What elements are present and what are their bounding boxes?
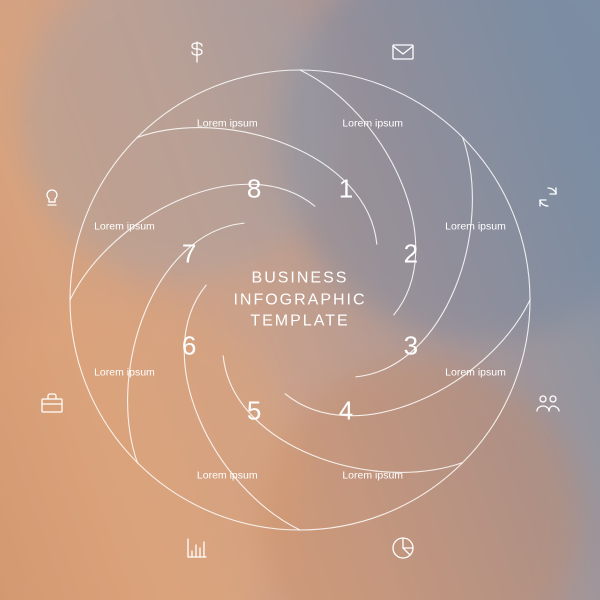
segment-label: Lorem ipsum (436, 366, 516, 379)
segment-number: 7 (182, 239, 196, 270)
shutter-blade (184, 285, 300, 530)
segment-number: 2 (404, 239, 418, 270)
shutter-blade (300, 70, 416, 315)
segment-label: Lorem ipsum (436, 221, 516, 234)
segment-label: Lorem ipsum (84, 221, 164, 234)
segment-label: Lorem ipsum (84, 366, 164, 379)
segment-number: 4 (339, 395, 353, 426)
segment-number: 1 (339, 174, 353, 205)
shutter-diagram (0, 0, 600, 600)
segment-number: 8 (247, 174, 261, 205)
segment-number: 5 (247, 395, 261, 426)
segment-number: 3 (404, 330, 418, 361)
segment-label: Lorem ipsum (187, 469, 267, 482)
infographic-stage: BUSINESS INFOGRAPHIC TEMPLATE 1Lorem ips… (0, 0, 600, 600)
segment-label: Lorem ipsum (333, 118, 413, 131)
segment-number: 6 (182, 330, 196, 361)
segment-label: Lorem ipsum (333, 469, 413, 482)
segment-label: Lorem ipsum (187, 118, 267, 131)
